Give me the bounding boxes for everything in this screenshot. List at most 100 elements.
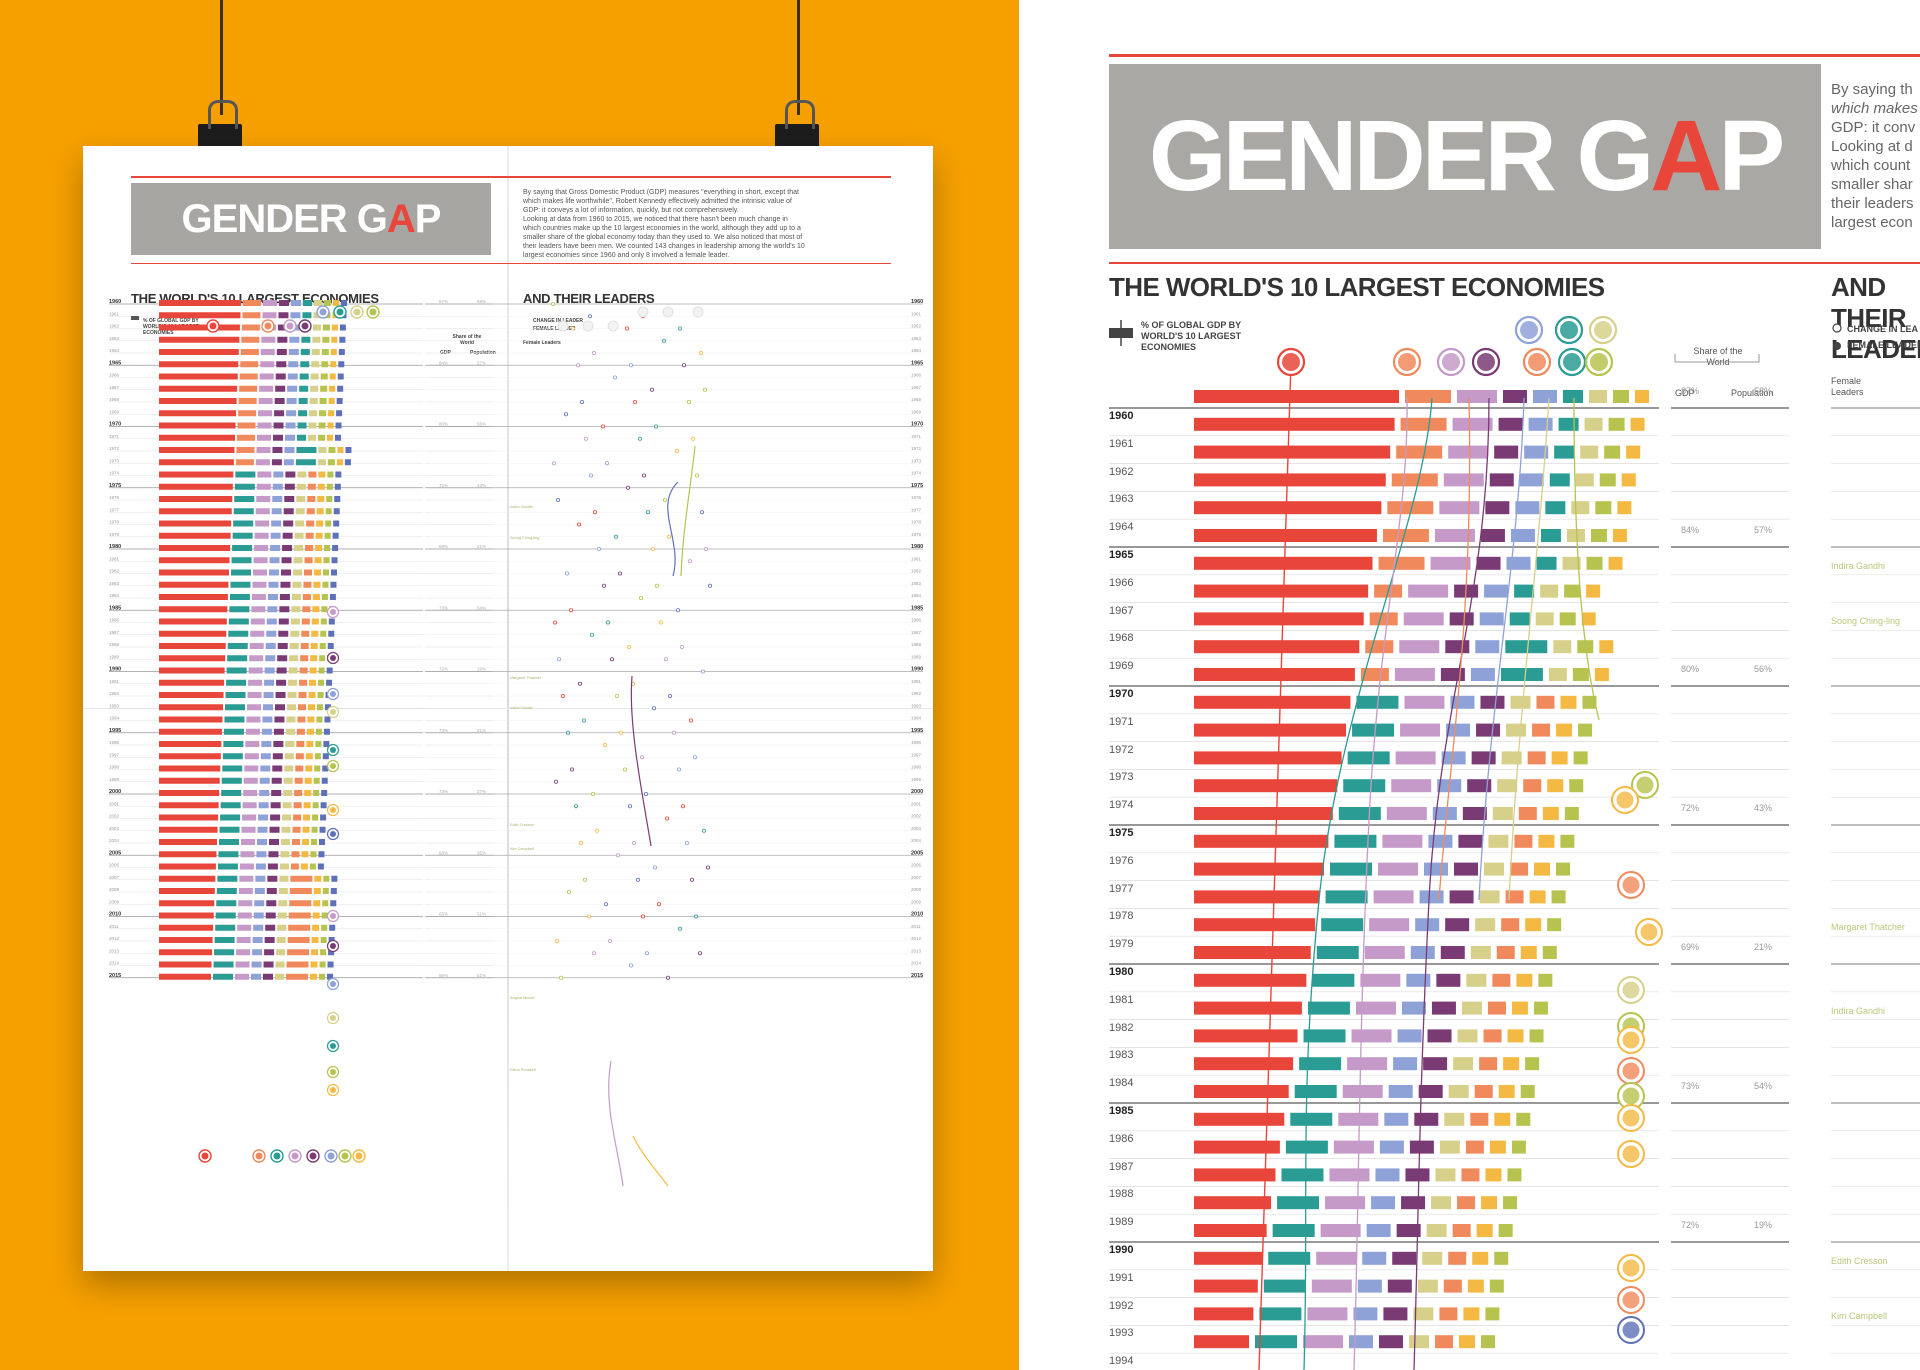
poster-bar-japan <box>217 863 238 870</box>
poster-bar-india <box>309 863 316 870</box>
zoom-bar-india <box>1573 751 1588 765</box>
poster-bar-japan <box>215 924 236 931</box>
poster-year-label: 1964 <box>109 348 120 353</box>
poster-year-label-right: 1970 <box>911 422 923 428</box>
poster-bar-uk <box>265 924 276 931</box>
poster-bar-india <box>318 679 325 686</box>
zoom-bar-france <box>1424 862 1448 876</box>
poster-year-label: 1987 <box>109 630 120 635</box>
poster-year-label: 1996 <box>109 740 120 745</box>
poster-year-label: 1976 <box>109 495 120 500</box>
zoom-bar-japan <box>1540 529 1561 542</box>
poster-leader-change-dot <box>677 767 682 772</box>
poster-bar-germany <box>238 888 253 894</box>
poster-intro-line: Looking at data from 1960 to 2015, we no… <box>523 216 788 223</box>
poster-year-label: 1992 <box>109 691 120 696</box>
poster-bar-china <box>307 483 316 490</box>
poster-leader-change-dot <box>693 755 698 760</box>
zoom-bar-japan <box>1272 1224 1315 1237</box>
poster-bar-italy <box>295 520 305 527</box>
zoom-bar-france <box>1484 584 1509 598</box>
poster-bar-brazil <box>310 961 318 968</box>
poster-leader-change-dot <box>695 473 700 478</box>
zoom-bar-usa <box>1194 862 1324 876</box>
zoom-bar-usa <box>1194 1279 1258 1293</box>
zoom-bar-germany <box>1316 1251 1357 1265</box>
poster-leader-change-dot <box>550 301 555 306</box>
poster-leader-change-dot <box>553 779 558 784</box>
poster-bar-germany <box>251 594 266 600</box>
zoom-bar-brazil <box>1612 529 1627 542</box>
zoom-bar-brazil <box>1538 834 1555 848</box>
poster-bar-india <box>322 888 329 894</box>
zoom-bar-brazil <box>1542 807 1559 820</box>
poster-year-label: 2011 <box>109 924 119 929</box>
zoom-bar-germany <box>1400 723 1441 737</box>
zoom-bar-germany <box>1351 1029 1392 1043</box>
poster-bar-india <box>318 422 326 429</box>
poster-bar-japan <box>227 655 248 662</box>
poster-bar-japan <box>215 912 236 919</box>
zoom-title-a: A <box>1650 100 1722 212</box>
zoom-bar-brazil <box>1511 1001 1528 1015</box>
zoom-bar-japan <box>1277 1196 1320 1210</box>
poster-bar-uk <box>277 655 288 662</box>
poster-year-label: 1971 <box>109 434 120 439</box>
zoom-bar-japan <box>1321 918 1364 932</box>
poster-bar-uk <box>284 483 295 490</box>
poster-bar-usa <box>159 741 222 747</box>
poster-bar-china <box>237 422 256 429</box>
poster-bar-italy <box>308 422 317 429</box>
poster-chart: 1960 1960 87% 58% 1961 1961 1962 1962 1963 1963 19… <box>109 299 923 1187</box>
poster-bar-usa <box>159 961 212 968</box>
poster-bar-brazil <box>309 667 317 674</box>
poster-bar-france <box>283 459 294 466</box>
zoom-female-leader-name: Margaret Thatcher <box>1831 922 1905 933</box>
poster-leader-change-dot <box>597 546 602 551</box>
zoom-bar-brazil <box>1481 1196 1498 1210</box>
zoom-bar-germany <box>1430 556 1471 570</box>
zoom-bar-germany <box>1311 1279 1352 1293</box>
poster-leader-change-dot <box>646 510 651 515</box>
zoom-bar-india <box>1551 890 1566 904</box>
zoom-bar-italy <box>1470 946 1491 959</box>
poster-bar-france <box>285 422 296 429</box>
poster-year-label-right: 1987 <box>911 630 922 635</box>
zoom-bar-brazil <box>1599 640 1614 654</box>
poster-bar-germany <box>244 765 259 772</box>
poster-bar-france <box>272 483 283 490</box>
poster-bar-russia <box>341 300 347 306</box>
zoom-legend-change-dot <box>1832 323 1842 333</box>
zoom-bar-china <box>1510 862 1528 876</box>
poster-bar-japan <box>299 385 309 392</box>
poster-bar-india <box>322 581 329 588</box>
poster-bar-japan <box>231 569 251 576</box>
poster-bar-russia <box>344 459 351 466</box>
zoom-bar-italy <box>1466 973 1487 987</box>
poster-bar-germany <box>250 630 265 637</box>
zoom-bar-india <box>1577 640 1594 654</box>
zoom-female-leader-name: Indira Gandhi <box>1831 1005 1886 1016</box>
zoom-bar-usa <box>1194 1307 1254 1321</box>
zoom-bar-brazil <box>1626 445 1641 459</box>
poster-bar-usa <box>159 459 234 466</box>
zoom-bar-brazil <box>1516 973 1533 987</box>
poster-year-label: 1990 <box>109 667 121 673</box>
poster-bar-usa <box>159 875 216 882</box>
zoom-bar-uk <box>1449 890 1474 904</box>
poster-bar-france <box>286 410 297 417</box>
poster-bar-japan <box>297 434 306 441</box>
zoom-bar-uk <box>1383 1307 1408 1321</box>
poster-bar-usa <box>159 557 230 564</box>
poster-bar-brazil <box>305 753 313 760</box>
zoom-bar-uk <box>1476 556 1501 570</box>
poster-bar-germany <box>238 900 253 907</box>
poster-flag-fill <box>301 322 309 330</box>
zoom-bar-germany <box>1329 1168 1370 1182</box>
poster-leader-change-dot <box>579 399 584 404</box>
poster-bar-italy <box>310 385 319 392</box>
poster-bar-india <box>310 851 317 858</box>
poster-leader-change-dot <box>665 816 670 821</box>
poster-bar-brazil <box>330 361 337 368</box>
poster-bar-germany <box>262 312 277 319</box>
